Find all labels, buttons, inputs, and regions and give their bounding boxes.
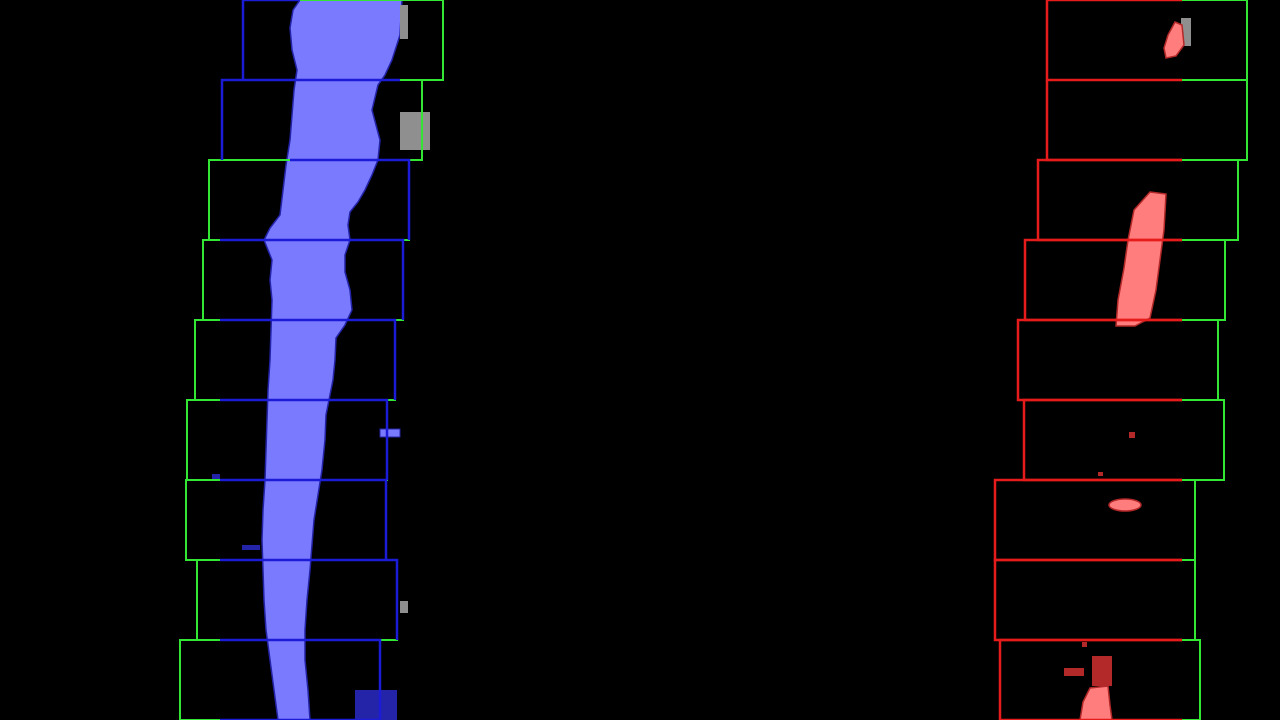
left-lane-pixel-speck <box>212 474 220 479</box>
right-lane-pixel-speck <box>1064 668 1084 676</box>
right-lane-pixel-speck <box>1098 472 1103 476</box>
right-lane-pixel-speck <box>1129 432 1135 438</box>
unassigned-pixel-cluster <box>400 5 408 39</box>
right-lane-pixels <box>1064 21 1185 720</box>
left-lane-pixel-blob <box>261 0 403 720</box>
left-lane-pixel-speck <box>355 690 397 720</box>
left-lane-pixels <box>212 0 403 720</box>
left-lane-pixel-speck <box>242 545 260 550</box>
right-lane-pixel-speck <box>1092 656 1112 686</box>
left-lane-windows <box>179 0 444 720</box>
unassigned-pixel-cluster <box>400 112 430 150</box>
right-lane-windows <box>993 0 1248 720</box>
left-lane-pixel-speck <box>379 428 401 438</box>
right-lane-pixel-blob <box>1163 21 1185 59</box>
right-lane-pixel-blob <box>1108 498 1142 512</box>
left-lane-window-edges <box>220 0 411 720</box>
unassigned-pixels <box>400 5 1191 613</box>
unassigned-pixel-cluster <box>400 601 408 613</box>
right-lane-pixel-blob <box>1079 685 1113 720</box>
unassigned-pixel-cluster <box>1181 18 1191 46</box>
right-lane-pixel-speck <box>1082 642 1087 647</box>
right-lane-window-edges <box>993 0 1182 720</box>
